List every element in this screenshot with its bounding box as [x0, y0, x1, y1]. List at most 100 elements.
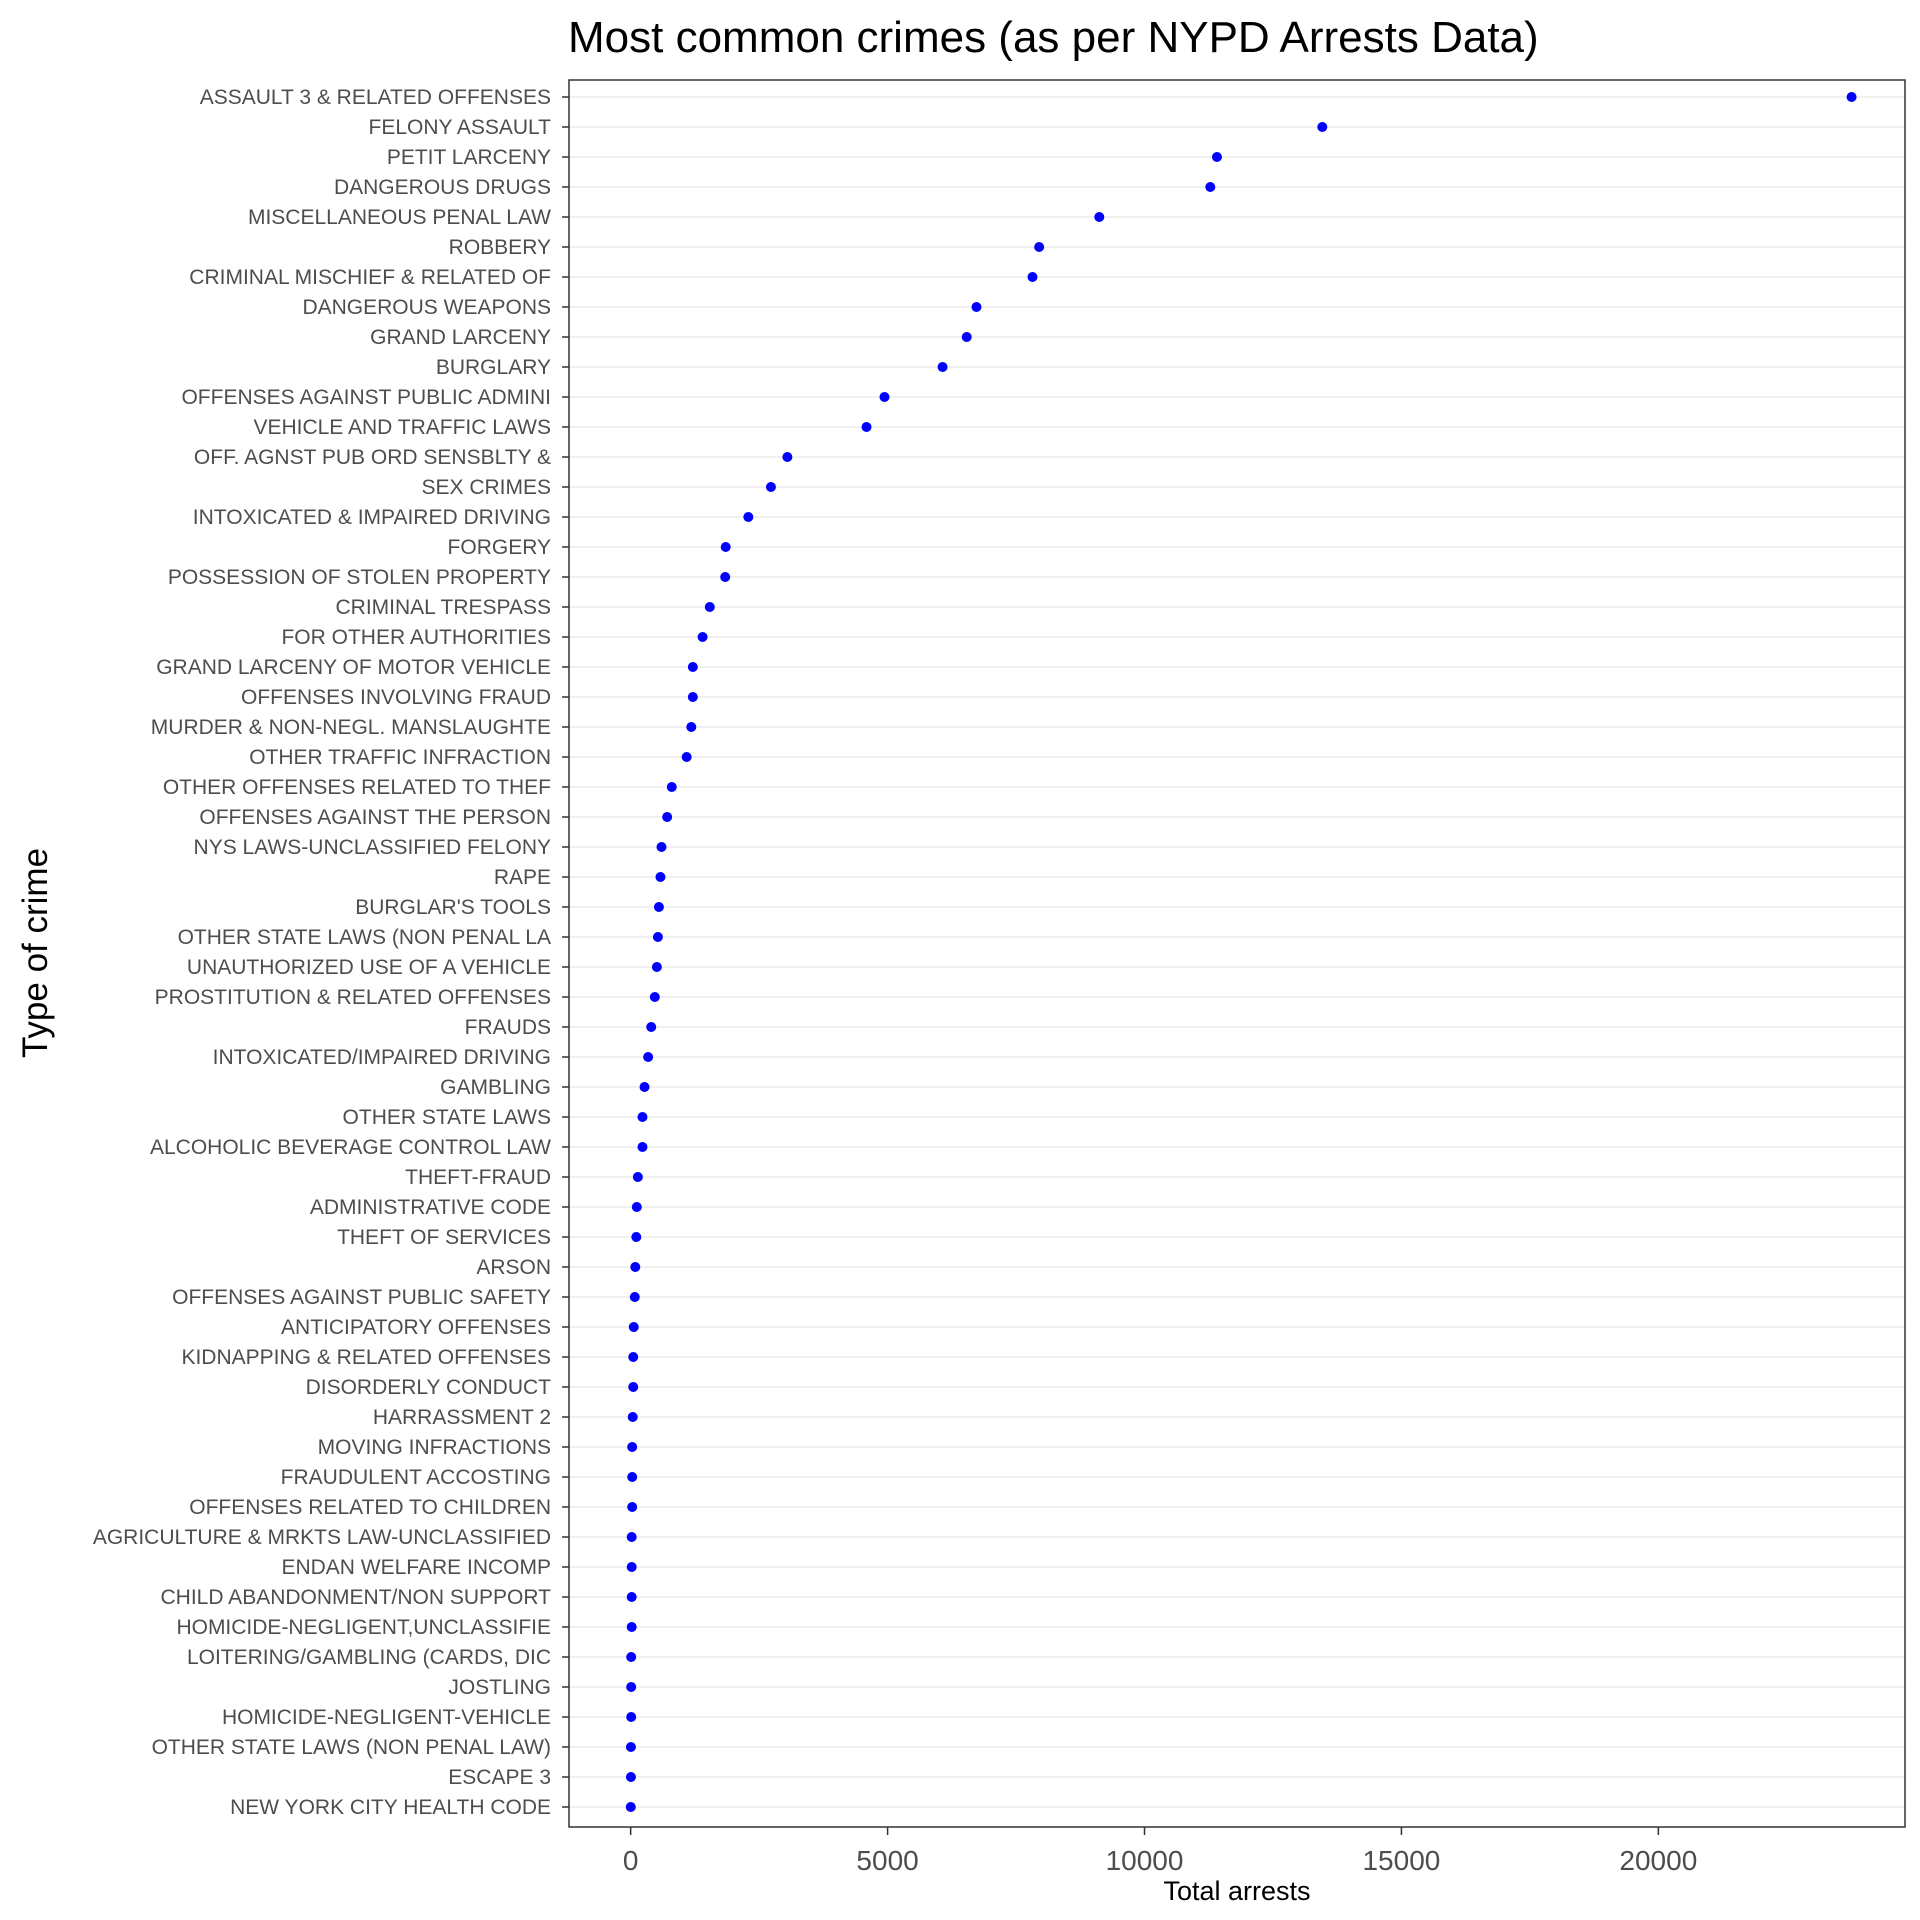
data-points: [625, 92, 1857, 1812]
y-tick-label: FRAUDULENT ACCOSTING: [281, 1466, 551, 1489]
data-point: [666, 782, 677, 792]
data-point: [697, 632, 708, 642]
data-point: [1205, 182, 1216, 192]
y-tick-label: OFFENSES AGAINST PUBLIC SAFETY: [172, 1286, 551, 1309]
x-axis-title: Total arrests: [1163, 1876, 1310, 1906]
y-tick-label: VEHICLE AND TRAFFIC LAWS: [253, 416, 551, 439]
y-tick-label: DANGEROUS DRUGS: [334, 176, 551, 199]
data-point: [625, 1802, 636, 1812]
data-point: [655, 872, 666, 882]
y-tick-label: ANTICIPATORY OFFENSES: [281, 1316, 551, 1339]
data-point: [1317, 122, 1328, 132]
y-axis-tick-labels: ASSAULT 3 & RELATED OFFENSES FELONY ASSAU…: [93, 86, 569, 1819]
y-tick-label: HOMICIDE-NEGLIGENT,UNCLASSIFIE: [176, 1616, 551, 1639]
y-tick-label: BURGLARY: [436, 356, 551, 379]
data-point: [686, 722, 697, 732]
data-point: [861, 422, 872, 432]
data-point: [626, 1652, 637, 1662]
data-point: [652, 932, 663, 942]
y-tick-label: POSSESSION OF STOLEN PROPERTY: [168, 566, 551, 589]
y-tick-label: PROSTITUTION & RELATED OFFENSES: [155, 986, 551, 1009]
y-tick-label: OFFENSES AGAINST THE PERSON: [199, 806, 551, 829]
y-tick-label: CRIMINAL MISCHIEF & RELATED OF: [189, 266, 551, 289]
data-point: [687, 662, 698, 672]
data-point: [630, 1262, 641, 1272]
y-tick-label: OFF. AGNST PUB ORD SENSBLTY &: [194, 446, 551, 469]
data-point: [626, 1622, 637, 1632]
y-tick-label: INTOXICATED/IMPAIRED DRIVING: [213, 1046, 551, 1069]
y-tick-label: THEFT OF SERVICES: [337, 1226, 551, 1249]
data-point: [632, 1172, 643, 1182]
plot-panel: [568, 79, 1906, 1828]
y-tick-label: JOSTLING: [448, 1676, 551, 1699]
data-point: [631, 1202, 642, 1212]
y-tick-label: HOMICIDE-NEGLIGENT-VEHICLE: [222, 1706, 551, 1729]
data-point: [704, 602, 715, 612]
y-tick-label: ASSAULT 3 & RELATED OFFENSES: [200, 86, 551, 109]
x-axis-ticks: 0 5000 10000 15000 20000: [623, 1827, 1697, 1876]
data-point: [646, 1022, 657, 1032]
y-tick-label: CRIMINAL TRESPASS: [336, 596, 552, 619]
y-tick-label: ESCAPE 3: [448, 1766, 551, 1789]
y-tick-label: SEX CRIMES: [421, 476, 551, 499]
data-point: [687, 692, 698, 702]
y-tick-label: ENDAN WELFARE INCOMP: [281, 1556, 551, 1579]
data-point: [626, 1562, 637, 1572]
data-point: [626, 1712, 637, 1722]
y-tick-label: OTHER STATE LAWS (NON PENAL LAW): [152, 1736, 551, 1759]
data-point: [662, 812, 673, 822]
y-tick-label: RAPE: [494, 866, 551, 889]
data-point: [627, 1412, 638, 1422]
data-point: [743, 512, 754, 522]
grid-lines: [569, 96, 1905, 1808]
y-tick-label: THEFT-FRAUD: [405, 1166, 551, 1189]
y-tick-label: HARRASSMENT 2: [373, 1406, 551, 1429]
x-tick-label: 10000: [1106, 1845, 1184, 1876]
data-point: [765, 482, 776, 492]
data-point: [720, 542, 731, 552]
data-point: [626, 1532, 637, 1542]
data-point: [653, 902, 664, 912]
y-tick-label: ARSON: [476, 1256, 551, 1279]
data-point: [971, 302, 982, 312]
data-point: [1094, 212, 1105, 222]
data-point: [637, 1112, 648, 1122]
data-point: [681, 752, 692, 762]
y-tick-label: ADMINISTRATIVE CODE: [310, 1196, 551, 1219]
data-point: [656, 842, 667, 852]
data-point: [961, 332, 972, 342]
data-point: [643, 1052, 654, 1062]
data-point: [1211, 152, 1222, 162]
data-point: [879, 392, 890, 402]
data-point: [626, 1682, 637, 1692]
y-tick-label: NEW YORK CITY HEALTH CODE: [230, 1796, 551, 1819]
data-point: [625, 1772, 636, 1782]
y-tick-label: OFFENSES AGAINST PUBLIC ADMINI: [181, 386, 551, 409]
data-point: [626, 1592, 637, 1602]
y-tick-label: OTHER OFFENSES RELATED TO THEF: [163, 776, 551, 799]
y-tick-label: BURGLAR'S TOOLS: [355, 896, 551, 919]
y-tick-label: OFFENSES INVOLVING FRAUD: [241, 686, 551, 709]
data-point: [627, 1502, 638, 1512]
x-tick-label: 15000: [1362, 1845, 1440, 1876]
x-tick-label: 5000: [856, 1845, 918, 1876]
y-tick-label: GRAND LARCENY: [370, 326, 551, 349]
y-tick-label: OTHER STATE LAWS: [343, 1106, 551, 1129]
data-point: [937, 362, 948, 372]
data-point: [1846, 92, 1857, 102]
data-point: [625, 1742, 636, 1752]
y-tick-label: FRAUDS: [465, 1016, 551, 1039]
y-tick-label: OTHER STATE LAWS (NON PENAL LA: [178, 926, 551, 949]
y-axis-title: Type of crime: [16, 848, 55, 1058]
y-tick-label: CHILD ABANDONMENT/NON SUPPORT: [161, 1586, 552, 1609]
y-tick-label: FELONY ASSAULT: [369, 116, 552, 139]
y-tick-label: NYS LAWS-UNCLASSIFIED FELONY: [194, 836, 551, 859]
y-tick-label: ALCOHOLIC BEVERAGE CONTROL LAW: [150, 1136, 551, 1159]
data-point: [782, 452, 793, 462]
y-tick-label: FOR OTHER AUTHORITIES: [281, 626, 551, 649]
chart-title: Most common crimes (as per NYPD Arrests …: [568, 13, 1539, 62]
data-point: [720, 572, 731, 582]
y-tick-label: FORGERY: [448, 536, 551, 559]
x-tick-label: 20000: [1619, 1845, 1697, 1876]
